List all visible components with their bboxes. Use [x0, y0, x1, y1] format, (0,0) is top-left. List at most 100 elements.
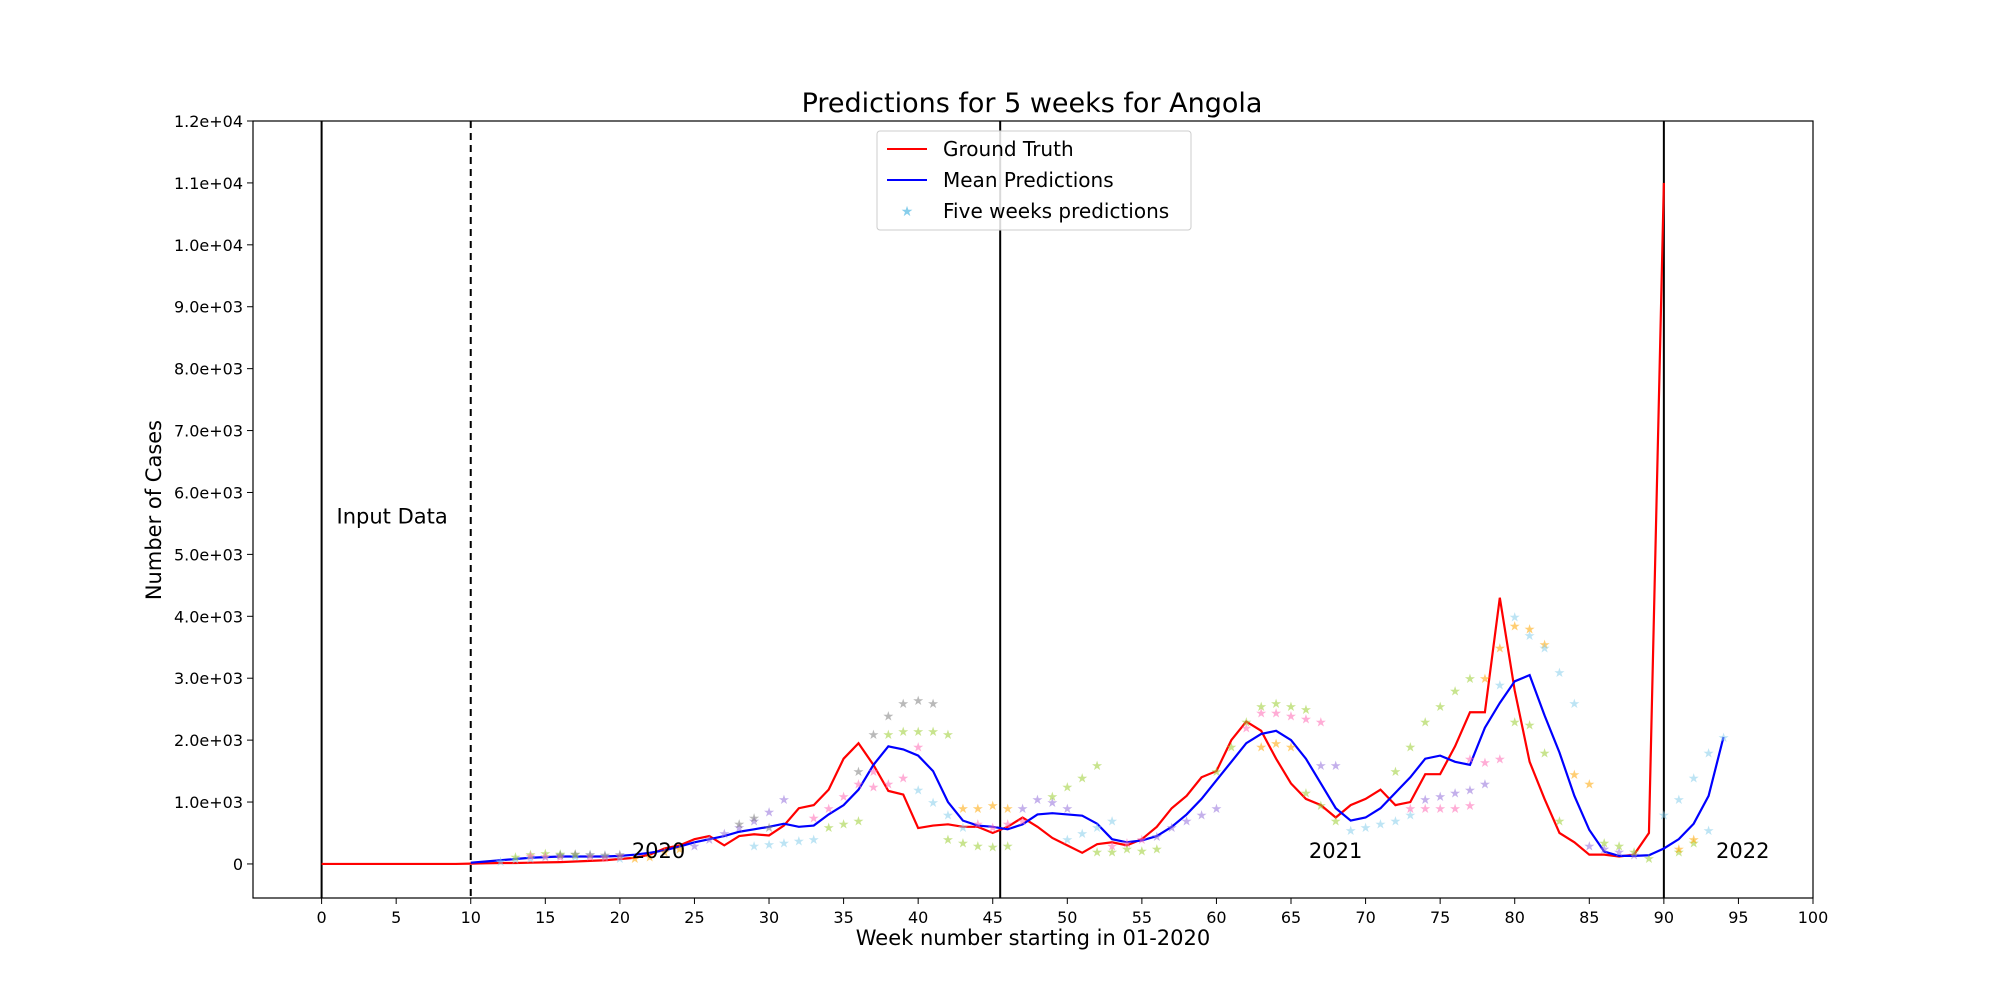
x-tick-label: 100: [1798, 908, 1829, 927]
x-tick-label: 60: [1206, 908, 1226, 927]
prediction-star: ★: [793, 834, 805, 849]
x-tick-label: 85: [1579, 908, 1599, 927]
x-axis: 0 5 10 15 20 25 30 35 40 45 50 55 60 65 70 75 80 85 90 95 10…: [317, 898, 1829, 927]
prediction-star: ★: [1061, 802, 1073, 817]
prediction-star: ★: [704, 833, 716, 848]
prediction-star: ★: [808, 812, 820, 827]
annotation-label: 2020: [632, 839, 685, 863]
prediction-star: ★: [1091, 821, 1103, 836]
prediction-star: ★: [1434, 802, 1446, 817]
prediction-star: ★: [1047, 790, 1059, 805]
prediction-star: ★: [1002, 818, 1014, 833]
prediction-star: ★: [1658, 808, 1670, 823]
prediction-star: ★: [972, 839, 984, 854]
legend-marker-five-weeks: ★: [901, 204, 914, 220]
prediction-star: ★: [1583, 777, 1595, 792]
x-tick-label: 65: [1281, 908, 1301, 927]
y-tick-label: 7.0e+03: [174, 422, 243, 441]
prediction-star: ★: [1449, 802, 1461, 817]
plot-area: ★ ★ ★ ★ ★ ★ ★ ★ ★★ ★ ★ ★ ★★ ★ ★ ★ ★ ★★ ★ ★ ★ ★ ★ ★ ★ ★ ★ ★ ★ ★ ★★★★ ★★★…: [320, 121, 1729, 898]
prediction-star: ★: [1613, 839, 1625, 854]
prediction-star: ★: [1479, 672, 1491, 687]
x-tick-label: 40: [908, 908, 928, 927]
prediction-star: ★: [1688, 833, 1700, 848]
prediction-star: ★: [1166, 821, 1178, 836]
y-tick-label: 1.0e+04: [174, 236, 243, 255]
prediction-star: ★: [525, 852, 537, 867]
prediction-star: ★: [748, 812, 760, 827]
prediction-star: ★: [1106, 815, 1118, 830]
prediction-star: ★: [1270, 706, 1282, 721]
prediction-star: ★: [972, 818, 984, 833]
prediction-star: ★: [927, 697, 939, 712]
prediction-star: ★: [584, 849, 596, 864]
prediction-star: ★: [1300, 712, 1312, 727]
prediction-star: ★: [972, 802, 984, 817]
prediction-star: ★: [883, 709, 895, 724]
prediction-star: ★: [1091, 759, 1103, 774]
prediction-star: ★: [569, 850, 581, 865]
prediction-star: ★: [763, 805, 775, 820]
prediction-star: ★: [1315, 759, 1327, 774]
prediction-star: ★: [1449, 685, 1461, 700]
prediction-star: ★: [1061, 781, 1073, 796]
prediction-star: ★: [584, 848, 596, 863]
prediction-star: ★: [1300, 787, 1312, 802]
prediction-star: ★: [1315, 799, 1327, 814]
prediction-star: ★: [957, 802, 969, 817]
prediction-star: ★: [599, 849, 611, 864]
y-tick-label: 1.0e+03: [174, 793, 243, 812]
prediction-star: ★: [584, 850, 596, 865]
prediction-star: ★: [1464, 799, 1476, 814]
prediction-star: ★: [659, 846, 671, 861]
legend-box: [876, 130, 1192, 231]
prediction-star: ★: [1598, 836, 1610, 851]
prediction-star: ★: [1673, 793, 1685, 808]
prediction-star: ★: [987, 841, 999, 856]
prediction-star: ★: [1076, 827, 1088, 842]
prediction-star: ★: [808, 833, 820, 848]
prediction-star: ★: [539, 851, 551, 866]
annotation-label: 2021: [1309, 839, 1362, 863]
prediction-star: ★: [1464, 672, 1476, 687]
prediction-star: ★: [1345, 824, 1357, 839]
prediction-star: ★: [1196, 808, 1208, 823]
y-tick-label: 1.2e+04: [174, 112, 243, 131]
series-ground-truth: [321, 182, 1665, 866]
prediction-star: ★: [1539, 638, 1551, 653]
prediction-star: ★: [1673, 846, 1685, 861]
prediction-star: ★: [1226, 740, 1238, 755]
prediction-star: ★: [510, 853, 522, 868]
prediction-star: ★: [1240, 716, 1252, 731]
prediction-star: ★: [1091, 846, 1103, 861]
prediction-star: ★: [1703, 824, 1715, 839]
prediction-star: ★: [1330, 815, 1342, 830]
x-tick-label: 20: [610, 908, 630, 927]
prediction-star: ★: [1404, 802, 1416, 817]
prediction-star: ★: [1136, 833, 1148, 848]
prediction-star: ★: [1270, 697, 1282, 712]
prediction-star: ★: [1061, 833, 1073, 848]
prediction-star: ★: [853, 777, 865, 792]
prediction-star: ★: [927, 796, 939, 811]
prediction-star: ★: [1688, 771, 1700, 786]
y-axis-label: Number of Cases: [142, 420, 166, 600]
y-tick-label: 2.0e+03: [174, 731, 243, 750]
prediction-star: ★: [942, 833, 954, 848]
prediction-star: ★: [1151, 830, 1163, 845]
legend-label-ground-truth: Ground Truth: [943, 137, 1074, 161]
prediction-star: ★: [883, 777, 895, 792]
prediction-star: ★: [614, 852, 626, 867]
prediction-star: ★: [1628, 849, 1640, 864]
prediction-star: ★: [1076, 771, 1088, 786]
prediction-star: ★: [868, 728, 880, 743]
prediction-star: ★: [1181, 815, 1193, 830]
y-tick-label: 9.0e+03: [174, 298, 243, 317]
prediction-star: ★: [1643, 852, 1655, 867]
prediction-star: ★: [1613, 846, 1625, 861]
prediction-star: ★: [1703, 747, 1715, 762]
prediction-star: ★: [897, 771, 909, 786]
prediction-star: ★: [1315, 716, 1327, 731]
prediction-star: ★: [1121, 836, 1133, 851]
prediction-star: ★: [957, 821, 969, 836]
